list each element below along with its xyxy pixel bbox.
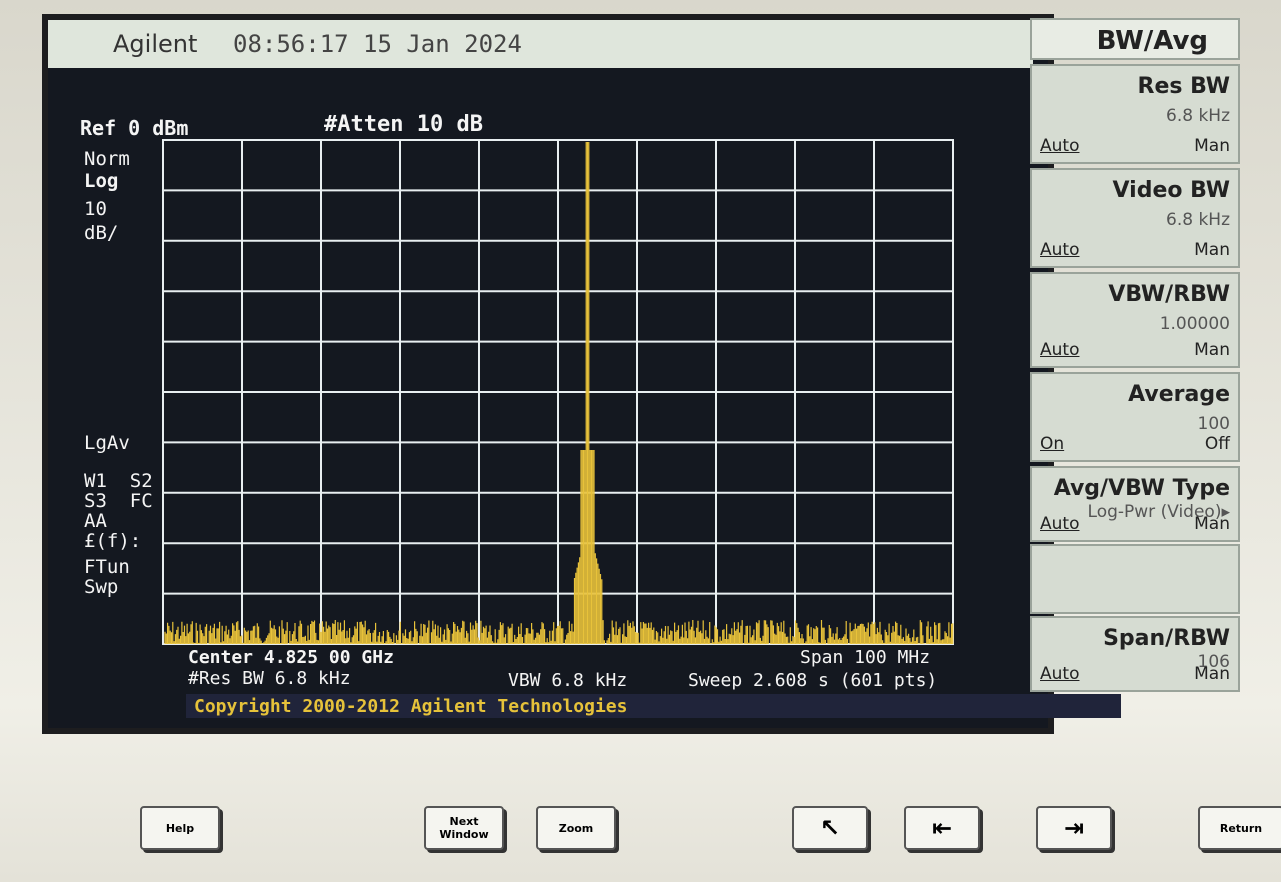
side-label: Norm <box>84 148 130 170</box>
softkey-value: 106 <box>1197 652 1230 672</box>
time: 08:56:17 <box>233 30 349 58</box>
hardware-button[interactable]: Help <box>140 806 220 850</box>
softkey-value: 1.00000 <box>1159 314 1230 334</box>
softkey-option: Man <box>1194 514 1230 534</box>
hardware-button[interactable]: Zoom <box>536 806 616 850</box>
softkey-label: Average <box>1128 382 1230 407</box>
softkey-option: Auto <box>1040 664 1080 684</box>
date: 15 Jan 2024 <box>363 30 522 58</box>
center-freq: Center 4.825 00 GHz <box>188 647 394 668</box>
softkey-option: Man <box>1194 136 1230 156</box>
side-label: AA <box>84 510 107 532</box>
softkey-value: Log-Pwr (Video)▸ <box>1087 502 1230 522</box>
trace-area <box>162 139 954 645</box>
sweep: Sweep 2.608 s (601 pts) <box>688 670 938 691</box>
menu-title: BW/Avg <box>1096 26 1208 56</box>
status-bar <box>48 20 1033 68</box>
menu-title-box: BW/Avg <box>1030 18 1240 60</box>
side-label: Swp <box>84 576 119 598</box>
softkey[interactable]: Res BW 6.8 kHz Auto Man <box>1030 64 1240 164</box>
vbw: VBW 6.8 kHz <box>508 670 628 691</box>
softkey-option: Off <box>1204 434 1230 454</box>
softkey-option: Man <box>1194 664 1230 684</box>
softkey-label: Avg/VBW Type <box>1053 476 1230 501</box>
side-label: W1 S2 <box>84 470 153 492</box>
brand: Agilent <box>113 30 198 58</box>
softkey-label: Span/RBW <box>1103 626 1230 651</box>
softkey-option: Man <box>1194 240 1230 260</box>
side-label: LgAv <box>84 432 130 454</box>
softkey-option: Auto <box>1040 136 1080 156</box>
softkey[interactable]: Span/RBW 106 Auto Man <box>1030 616 1240 692</box>
arrow-button[interactable]: ⇥ <box>1036 806 1112 850</box>
analyzer-screen: Agilent 08:56:17 15 Jan 2024 Ref 0 dBm #… <box>42 14 1121 734</box>
side-label: £(f): <box>84 530 142 552</box>
softkey-value: 100 <box>1197 414 1230 434</box>
softkey[interactable]: Avg/VBW Type Log-Pwr (Video)▸ Auto Man <box>1030 466 1240 542</box>
arrow-button[interactable]: ↖ <box>792 806 868 850</box>
softkey-value: 6.8 kHz <box>1166 210 1230 230</box>
span: Span 100 MHz <box>800 647 931 668</box>
copyright-bar <box>186 694 1121 718</box>
side-label: S3 FC <box>84 490 153 512</box>
softkey-label: Res BW <box>1137 74 1230 99</box>
copyright: Copyright 2000-2012 Agilent Technologies <box>194 696 628 717</box>
softkey-blank[interactable] <box>1030 544 1240 614</box>
arrow-button[interactable]: ⇤ <box>904 806 980 850</box>
side-label: FTun <box>84 556 130 578</box>
res-bw: #Res BW 6.8 kHz <box>188 668 351 689</box>
softkey-value: 6.8 kHz <box>1166 106 1230 126</box>
softkey[interactable]: VBW/RBW 1.00000 Auto Man <box>1030 272 1240 368</box>
ref-level: Ref 0 dBm <box>80 116 189 140</box>
side-label: 10 <box>84 198 107 220</box>
softkey[interactable]: Video BW 6.8 kHz Auto Man <box>1030 168 1240 268</box>
softkey-label: VBW/RBW <box>1108 282 1230 307</box>
softkey-option: On <box>1040 434 1065 454</box>
hardware-button[interactable]: Return <box>1198 806 1281 850</box>
hardware-button[interactable]: Next Window <box>424 806 504 850</box>
softkey-option: Auto <box>1040 240 1080 260</box>
softkey-label: Video BW <box>1112 178 1230 203</box>
trace <box>164 142 954 644</box>
softkey-option: Auto <box>1040 340 1080 360</box>
side-label: dB/ <box>84 222 119 244</box>
softkey-option: Man <box>1194 340 1230 360</box>
softkey[interactable]: Average 100 On Off <box>1030 372 1240 462</box>
attenuation: #Atten 10 dB <box>324 112 483 137</box>
side-label: Log <box>84 170 119 192</box>
softkey-option: Auto <box>1040 514 1080 534</box>
